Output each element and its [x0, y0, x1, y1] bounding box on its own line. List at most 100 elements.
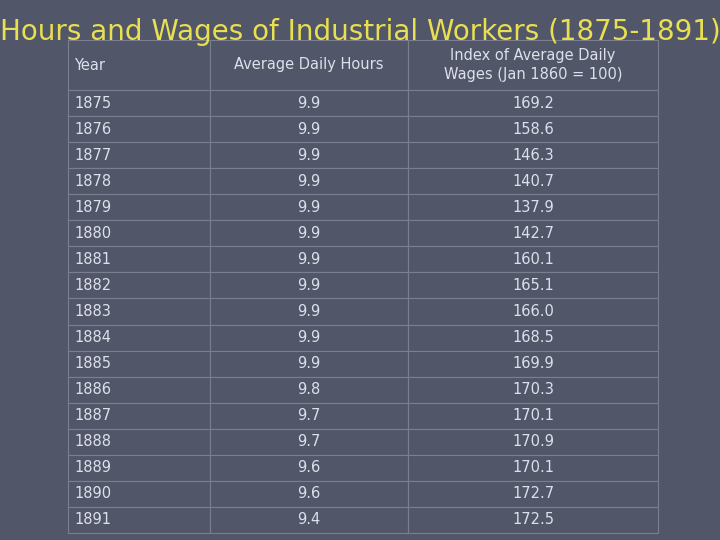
- Text: 9.9: 9.9: [297, 96, 320, 111]
- Text: 165.1: 165.1: [512, 278, 554, 293]
- Text: 9.6: 9.6: [297, 461, 320, 475]
- Bar: [68, 40, 210, 90]
- Bar: [210, 246, 408, 272]
- Bar: [408, 429, 658, 455]
- Bar: [68, 376, 210, 403]
- Text: 140.7: 140.7: [512, 174, 554, 188]
- Text: 1875: 1875: [74, 96, 111, 111]
- Bar: [68, 272, 210, 299]
- Text: 9.9: 9.9: [297, 330, 320, 345]
- Bar: [210, 507, 408, 533]
- Text: 9.9: 9.9: [297, 356, 320, 371]
- Bar: [68, 429, 210, 455]
- Bar: [210, 429, 408, 455]
- Text: 9.9: 9.9: [297, 252, 320, 267]
- Bar: [210, 481, 408, 507]
- Bar: [68, 299, 210, 325]
- Text: 9.9: 9.9: [297, 226, 320, 241]
- Bar: [408, 299, 658, 325]
- Bar: [408, 168, 658, 194]
- Text: 1881: 1881: [74, 252, 111, 267]
- Bar: [210, 455, 408, 481]
- Bar: [68, 116, 210, 142]
- Text: 9.7: 9.7: [297, 434, 320, 449]
- Bar: [68, 350, 210, 376]
- Bar: [408, 403, 658, 429]
- Text: 158.6: 158.6: [512, 122, 554, 137]
- Text: 1889: 1889: [74, 461, 111, 475]
- Text: 166.0: 166.0: [512, 304, 554, 319]
- Bar: [408, 194, 658, 220]
- Text: 170.3: 170.3: [512, 382, 554, 397]
- Text: Average Daily Hours: Average Daily Hours: [234, 57, 384, 72]
- Bar: [68, 194, 210, 220]
- Bar: [68, 325, 210, 350]
- Text: 1891: 1891: [74, 512, 111, 528]
- Bar: [408, 90, 658, 116]
- Text: Hours and Wages of Industrial Workers (1875-1891): Hours and Wages of Industrial Workers (1…: [0, 18, 720, 46]
- Text: 169.9: 169.9: [512, 356, 554, 371]
- Text: 9.9: 9.9: [297, 278, 320, 293]
- Text: 172.7: 172.7: [512, 487, 554, 502]
- Bar: [210, 376, 408, 403]
- Bar: [68, 455, 210, 481]
- Bar: [408, 507, 658, 533]
- Text: 137.9: 137.9: [512, 200, 554, 215]
- Text: 1887: 1887: [74, 408, 111, 423]
- Text: 160.1: 160.1: [512, 252, 554, 267]
- Text: 1876: 1876: [74, 122, 111, 137]
- Text: 1885: 1885: [74, 356, 111, 371]
- Bar: [408, 272, 658, 299]
- Bar: [210, 403, 408, 429]
- Bar: [210, 116, 408, 142]
- Bar: [68, 481, 210, 507]
- Bar: [210, 220, 408, 246]
- Text: 1883: 1883: [74, 304, 111, 319]
- Text: 1888: 1888: [74, 434, 111, 449]
- Bar: [210, 272, 408, 299]
- Bar: [408, 325, 658, 350]
- Text: 169.2: 169.2: [512, 96, 554, 111]
- Text: 1884: 1884: [74, 330, 111, 345]
- Bar: [210, 299, 408, 325]
- Text: 9.9: 9.9: [297, 122, 320, 137]
- Bar: [408, 220, 658, 246]
- Bar: [210, 325, 408, 350]
- Bar: [68, 507, 210, 533]
- Text: 9.9: 9.9: [297, 174, 320, 188]
- Bar: [210, 90, 408, 116]
- Bar: [68, 246, 210, 272]
- Text: 172.5: 172.5: [512, 512, 554, 528]
- Text: 9.9: 9.9: [297, 200, 320, 215]
- Bar: [408, 142, 658, 168]
- Bar: [68, 403, 210, 429]
- Text: 9.8: 9.8: [297, 382, 320, 397]
- Bar: [408, 455, 658, 481]
- Text: 1879: 1879: [74, 200, 111, 215]
- Text: 146.3: 146.3: [512, 147, 554, 163]
- Text: 142.7: 142.7: [512, 226, 554, 241]
- Bar: [210, 194, 408, 220]
- Text: 1878: 1878: [74, 174, 111, 188]
- Bar: [68, 90, 210, 116]
- Text: 9.9: 9.9: [297, 147, 320, 163]
- Text: 1877: 1877: [74, 147, 112, 163]
- Bar: [408, 116, 658, 142]
- Bar: [408, 376, 658, 403]
- Text: 9.7: 9.7: [297, 408, 320, 423]
- Bar: [210, 350, 408, 376]
- Text: 168.5: 168.5: [512, 330, 554, 345]
- Text: 170.9: 170.9: [512, 434, 554, 449]
- Bar: [408, 246, 658, 272]
- Bar: [210, 142, 408, 168]
- Bar: [408, 481, 658, 507]
- Text: 1880: 1880: [74, 226, 111, 241]
- Text: 9.9: 9.9: [297, 304, 320, 319]
- Text: 170.1: 170.1: [512, 461, 554, 475]
- Text: Index of Average Daily
Wages (Jan 1860 = 100): Index of Average Daily Wages (Jan 1860 =…: [444, 48, 622, 82]
- Bar: [68, 220, 210, 246]
- Bar: [408, 350, 658, 376]
- Text: 1890: 1890: [74, 487, 111, 502]
- Text: Year: Year: [74, 57, 105, 72]
- Text: 1886: 1886: [74, 382, 111, 397]
